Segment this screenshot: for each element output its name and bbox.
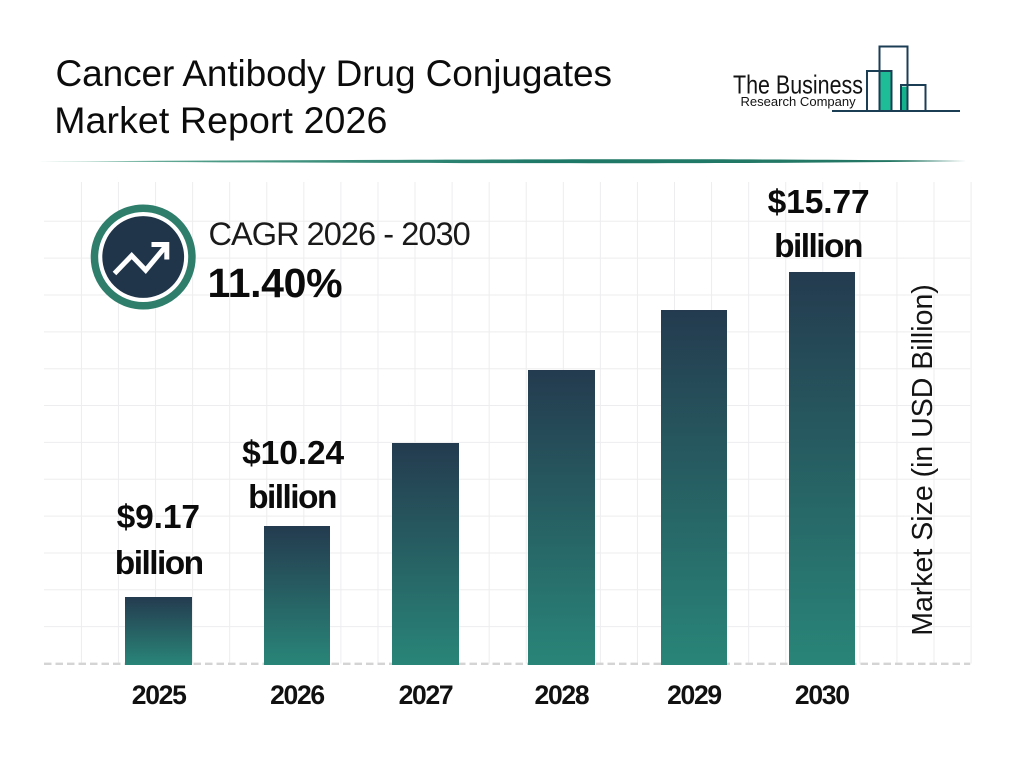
svg-text:The Business: The Business	[733, 71, 863, 99]
svg-text:Research Company: Research Company	[741, 95, 857, 109]
